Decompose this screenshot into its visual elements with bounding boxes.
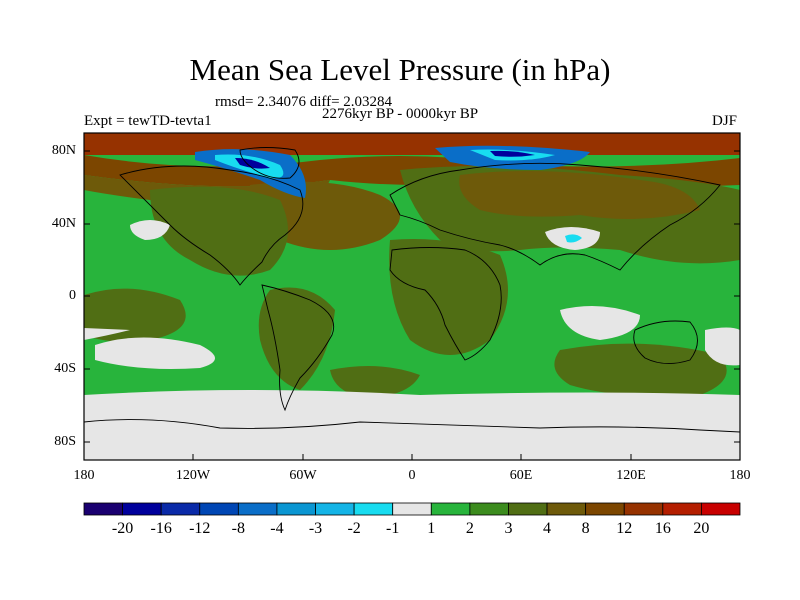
map-title: Mean Sea Level Pressure (in hPa) bbox=[189, 52, 611, 87]
colorbar-swatch bbox=[315, 502, 355, 516]
colorbar-label: -2 bbox=[347, 520, 361, 537]
colorbar-swatch bbox=[585, 502, 625, 516]
colorbar-swatch bbox=[160, 502, 201, 516]
colorbar-swatch bbox=[392, 502, 432, 516]
colorbar-swatch bbox=[546, 502, 587, 516]
field-tibet-cyan bbox=[565, 234, 582, 243]
lon-label: 60E bbox=[509, 468, 533, 483]
field-pacific-grey-2 bbox=[84, 328, 130, 340]
field-arctic-band bbox=[84, 133, 740, 155]
coast-africa bbox=[389, 247, 502, 361]
experiment-label: Expt = tewTD-tevta1 bbox=[84, 113, 212, 129]
lon-label: 60W bbox=[289, 468, 317, 483]
field-samerica-olive bbox=[258, 287, 335, 390]
pressure-field bbox=[84, 133, 740, 460]
colorbar-label: 16 bbox=[654, 520, 671, 537]
coast-greenland bbox=[239, 147, 300, 179]
colorbar-label: 1 bbox=[427, 520, 436, 537]
field-npacific-grey bbox=[130, 220, 170, 240]
colorbar-label: 4 bbox=[543, 520, 552, 537]
colorbar-label: 12 bbox=[616, 520, 633, 537]
lon-label: 120E bbox=[616, 468, 646, 483]
coast-south-america bbox=[261, 284, 335, 412]
coastlines bbox=[84, 147, 740, 433]
colorbar-swatch bbox=[662, 502, 702, 516]
colorbar-swatch bbox=[469, 502, 509, 516]
colorbar-label: -4 bbox=[270, 520, 284, 537]
coast-eurasia bbox=[389, 162, 721, 271]
colorbar-swatch bbox=[701, 502, 741, 516]
colorbar-label: 8 bbox=[581, 520, 590, 537]
colorbar-swatch bbox=[623, 502, 664, 516]
colorbar-swatch bbox=[276, 502, 316, 516]
field-antarctic-grey bbox=[84, 390, 740, 460]
field-tasman-grey bbox=[705, 327, 740, 366]
colorbar-label: -20 bbox=[111, 520, 134, 537]
lon-label: 180 bbox=[729, 468, 751, 483]
field-south-olive bbox=[554, 343, 727, 397]
field-namerica-olive bbox=[150, 186, 288, 276]
period-label: 2276kyr BP - 0000kyr BP bbox=[322, 106, 479, 122]
colorbar-swatch bbox=[83, 502, 123, 516]
stats-line: rmsd= 2.34076 diff= 2.03284 bbox=[215, 94, 393, 110]
season-label: DJF bbox=[712, 113, 738, 129]
field-pacific-grey bbox=[95, 337, 215, 369]
coast-australia bbox=[633, 320, 698, 364]
colorbar-label: -12 bbox=[189, 520, 211, 537]
colorbar-label: 20 bbox=[693, 520, 710, 537]
lat-label: 80S bbox=[54, 434, 76, 449]
colorbar-label: -3 bbox=[308, 520, 323, 537]
lat-label: 40N bbox=[51, 216, 76, 231]
colorbar-swatch bbox=[199, 502, 239, 516]
colorbar-label: -1 bbox=[386, 520, 400, 537]
colorbar-swatch bbox=[508, 502, 548, 516]
axis-ticks bbox=[83, 150, 741, 460]
colorbar-label: -8 bbox=[231, 520, 245, 537]
field-eurasia-brown bbox=[459, 171, 700, 219]
coast-north-america bbox=[119, 165, 304, 286]
lon-label: 180 bbox=[73, 468, 95, 483]
field-pacific-olive bbox=[84, 288, 186, 342]
field-satlantic-olive bbox=[330, 366, 420, 398]
lon-label: 120W bbox=[175, 468, 211, 483]
field-fennoscandia-navy bbox=[490, 150, 535, 157]
coast-antarctica bbox=[84, 419, 740, 433]
colorbar-label: -16 bbox=[150, 520, 172, 537]
colorbar-swatch bbox=[353, 502, 394, 516]
lon-label: 0 bbox=[408, 468, 416, 483]
field-africa-olive bbox=[389, 239, 508, 355]
colorbar-label: 3 bbox=[504, 520, 513, 537]
lat-label: 0 bbox=[69, 288, 76, 303]
colorbar-label: 2 bbox=[465, 520, 474, 537]
colorbar-swatch bbox=[237, 502, 278, 516]
colorbar-swatch bbox=[122, 502, 162, 516]
lat-label: 80N bbox=[51, 143, 76, 158]
lat-label: 40S bbox=[54, 361, 76, 376]
colorbar-swatch bbox=[430, 502, 471, 516]
field-indian-grey bbox=[560, 306, 640, 340]
